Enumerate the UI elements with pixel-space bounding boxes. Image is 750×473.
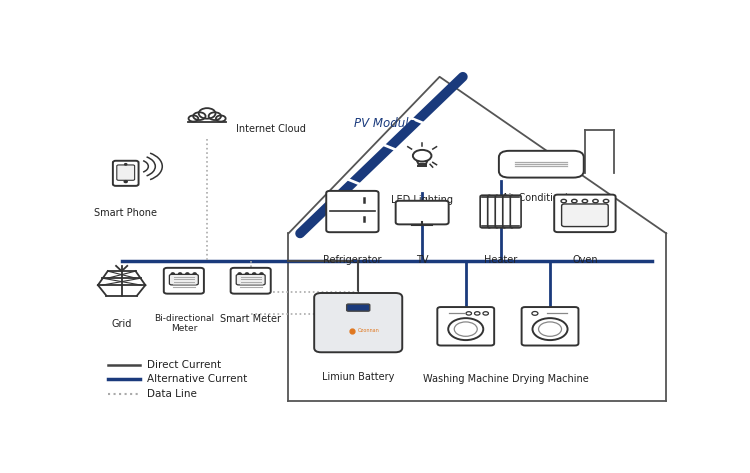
Circle shape xyxy=(171,273,174,275)
FancyBboxPatch shape xyxy=(170,274,198,285)
Text: Grid: Grid xyxy=(112,319,132,329)
Circle shape xyxy=(199,108,215,119)
Text: Data Line: Data Line xyxy=(147,389,197,399)
FancyBboxPatch shape xyxy=(346,304,370,311)
Text: Bi-directional
Meter: Bi-directional Meter xyxy=(154,314,214,333)
FancyBboxPatch shape xyxy=(562,204,608,227)
Text: Smart Meter: Smart Meter xyxy=(220,314,281,324)
FancyBboxPatch shape xyxy=(236,274,266,285)
Circle shape xyxy=(216,115,226,122)
Text: Refrigerator: Refrigerator xyxy=(323,255,382,265)
Circle shape xyxy=(193,273,196,275)
Circle shape xyxy=(124,164,127,165)
FancyBboxPatch shape xyxy=(437,307,494,345)
Circle shape xyxy=(245,273,248,275)
Circle shape xyxy=(188,115,198,122)
FancyBboxPatch shape xyxy=(495,195,506,228)
Text: Drying Machine: Drying Machine xyxy=(512,374,589,384)
Circle shape xyxy=(209,112,221,120)
FancyBboxPatch shape xyxy=(164,268,204,294)
FancyBboxPatch shape xyxy=(488,195,499,228)
Bar xyxy=(188,115,226,122)
FancyBboxPatch shape xyxy=(480,195,491,228)
Text: Internet Cloud: Internet Cloud xyxy=(236,124,306,134)
Circle shape xyxy=(253,273,256,275)
Text: Alternative Current: Alternative Current xyxy=(147,374,248,384)
FancyBboxPatch shape xyxy=(396,201,448,224)
FancyBboxPatch shape xyxy=(499,151,584,177)
FancyBboxPatch shape xyxy=(117,165,135,180)
Text: Smart Phone: Smart Phone xyxy=(94,208,158,218)
FancyBboxPatch shape xyxy=(554,194,616,232)
Text: Direct Current: Direct Current xyxy=(147,359,221,369)
FancyBboxPatch shape xyxy=(231,268,271,294)
Circle shape xyxy=(186,273,189,275)
FancyBboxPatch shape xyxy=(112,161,139,186)
FancyBboxPatch shape xyxy=(510,195,521,228)
FancyBboxPatch shape xyxy=(326,191,379,232)
Text: Washing Machine: Washing Machine xyxy=(423,374,508,384)
FancyBboxPatch shape xyxy=(314,293,402,352)
Circle shape xyxy=(238,273,242,275)
Text: LED Lighting: LED Lighting xyxy=(392,195,453,205)
Text: TV: TV xyxy=(416,255,428,265)
FancyBboxPatch shape xyxy=(503,195,514,228)
Circle shape xyxy=(178,273,182,275)
Text: Limiun Battery: Limiun Battery xyxy=(322,372,394,382)
Text: PV Module: PV Module xyxy=(353,117,416,130)
Circle shape xyxy=(124,181,128,183)
Circle shape xyxy=(194,112,206,120)
FancyBboxPatch shape xyxy=(521,307,578,345)
Text: Ozonnan: Ozonnan xyxy=(358,328,380,333)
Circle shape xyxy=(260,273,263,275)
Text: Air Conditioning: Air Conditioning xyxy=(503,193,580,203)
Text: Heater: Heater xyxy=(484,255,518,265)
Text: Oven: Oven xyxy=(572,255,598,265)
